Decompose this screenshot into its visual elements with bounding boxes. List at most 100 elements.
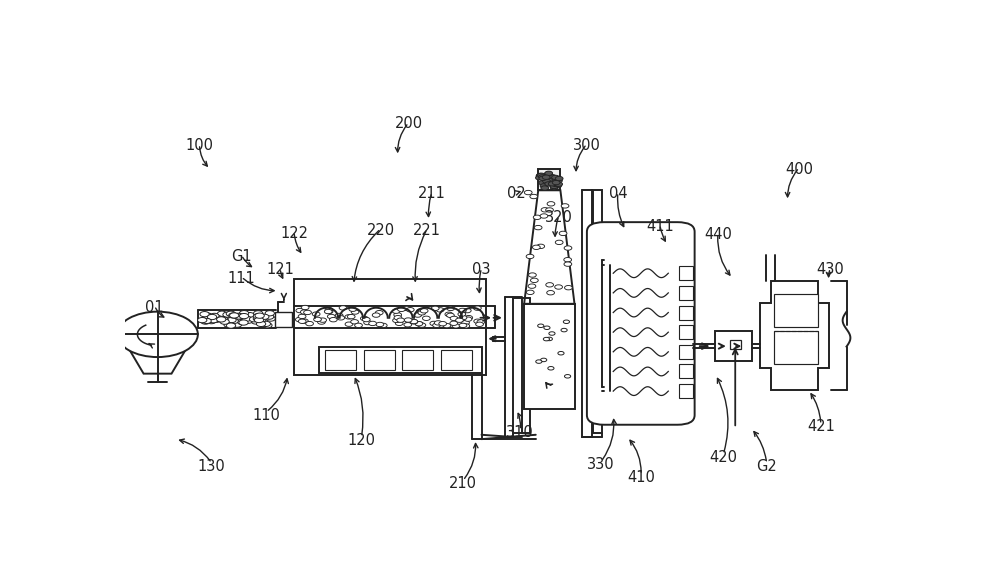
Bar	[364, 350, 395, 370]
Text: 221: 221	[413, 223, 441, 238]
Circle shape	[544, 172, 552, 176]
Circle shape	[422, 316, 430, 320]
Circle shape	[254, 311, 263, 316]
Circle shape	[544, 326, 550, 329]
Circle shape	[229, 313, 238, 318]
Circle shape	[397, 318, 404, 323]
Circle shape	[349, 307, 357, 311]
Bar	[774, 331, 818, 364]
Circle shape	[355, 323, 362, 328]
Circle shape	[540, 214, 548, 218]
Circle shape	[541, 358, 547, 362]
Circle shape	[379, 323, 387, 328]
Circle shape	[335, 314, 343, 318]
Circle shape	[253, 314, 263, 319]
Circle shape	[418, 323, 426, 327]
Text: 220: 220	[367, 223, 395, 238]
Circle shape	[445, 312, 453, 316]
Circle shape	[347, 315, 355, 319]
Circle shape	[266, 316, 275, 321]
Circle shape	[227, 318, 236, 323]
Circle shape	[212, 317, 221, 322]
Circle shape	[405, 319, 413, 323]
Circle shape	[229, 314, 239, 319]
Circle shape	[542, 175, 550, 179]
Circle shape	[234, 313, 243, 319]
Circle shape	[459, 315, 467, 320]
Circle shape	[232, 322, 242, 327]
Circle shape	[430, 321, 438, 325]
Circle shape	[447, 306, 455, 311]
Circle shape	[550, 184, 558, 189]
Circle shape	[362, 318, 370, 321]
Circle shape	[375, 311, 383, 315]
Bar	[679, 365, 693, 378]
Circle shape	[314, 317, 321, 321]
Circle shape	[324, 310, 332, 314]
Circle shape	[249, 316, 259, 322]
Circle shape	[534, 226, 542, 230]
Circle shape	[265, 311, 274, 316]
Circle shape	[213, 316, 223, 321]
Circle shape	[450, 316, 458, 320]
Bar	[524, 304, 574, 409]
Circle shape	[546, 180, 554, 184]
Text: G2: G2	[756, 459, 777, 473]
Circle shape	[547, 202, 555, 206]
Bar	[679, 286, 693, 300]
Circle shape	[256, 321, 266, 327]
Circle shape	[434, 321, 442, 325]
Circle shape	[546, 282, 554, 287]
Text: 120: 120	[347, 433, 375, 447]
Text: 320: 320	[545, 210, 573, 225]
Circle shape	[243, 318, 253, 323]
Circle shape	[395, 321, 403, 325]
Text: 03: 03	[472, 263, 491, 277]
Circle shape	[229, 319, 238, 324]
Circle shape	[404, 318, 412, 322]
Circle shape	[339, 306, 347, 310]
Circle shape	[546, 337, 552, 341]
Text: 210: 210	[449, 476, 477, 491]
Text: 421: 421	[807, 420, 835, 434]
Circle shape	[533, 215, 541, 219]
Text: 411: 411	[646, 219, 674, 234]
Circle shape	[538, 324, 544, 328]
Circle shape	[393, 318, 400, 323]
Bar	[679, 325, 693, 339]
Circle shape	[237, 319, 247, 325]
Text: 420: 420	[709, 450, 737, 465]
Circle shape	[242, 316, 251, 321]
Bar	[325, 350, 356, 370]
Circle shape	[462, 324, 470, 328]
Bar	[294, 280, 486, 375]
Circle shape	[529, 273, 536, 277]
Circle shape	[345, 322, 353, 327]
Circle shape	[327, 314, 335, 319]
Text: 300: 300	[573, 138, 601, 153]
Circle shape	[564, 375, 571, 378]
Circle shape	[543, 179, 550, 183]
Circle shape	[536, 360, 542, 363]
Circle shape	[548, 366, 554, 370]
Circle shape	[226, 323, 236, 328]
Circle shape	[301, 305, 309, 310]
Circle shape	[200, 311, 209, 317]
Circle shape	[474, 306, 481, 310]
Circle shape	[219, 317, 228, 322]
Circle shape	[202, 318, 211, 324]
Text: 122: 122	[280, 226, 308, 240]
Circle shape	[563, 320, 570, 324]
Circle shape	[547, 290, 554, 295]
Circle shape	[207, 319, 216, 324]
Circle shape	[415, 321, 423, 326]
Bar	[538, 170, 560, 191]
Circle shape	[528, 284, 536, 289]
Circle shape	[474, 319, 482, 323]
Circle shape	[392, 309, 400, 314]
Circle shape	[414, 313, 422, 318]
Circle shape	[548, 181, 556, 186]
FancyBboxPatch shape	[587, 222, 695, 425]
Circle shape	[301, 319, 308, 323]
Circle shape	[337, 316, 345, 320]
